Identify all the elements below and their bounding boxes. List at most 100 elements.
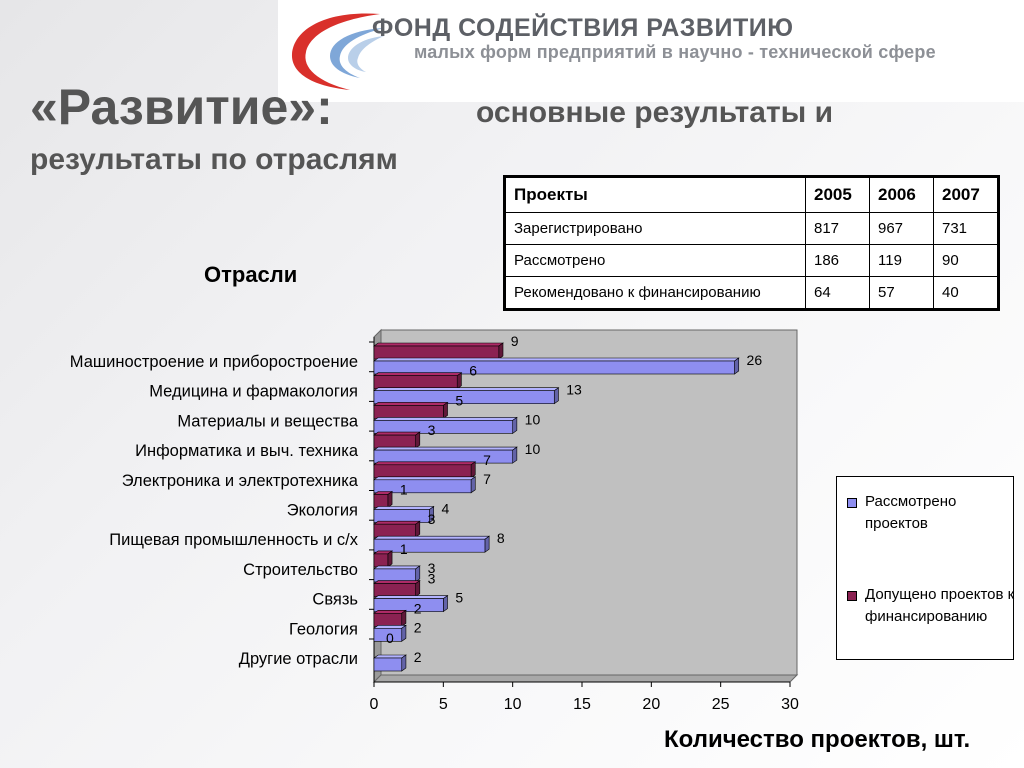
legend-label: Допущено проектов к финансированию [865, 586, 1015, 625]
category-label: Электроника и электротехника [122, 472, 359, 490]
fund-logo-swoosh [291, 13, 384, 90]
bar-top-face [373, 506, 435, 510]
x-tick-label: 25 [712, 696, 730, 713]
bar-top-face [373, 624, 407, 629]
bar-end-face [401, 624, 407, 642]
data-label: 9 [511, 333, 519, 349]
category-label: Пищевая промышленность и с/х [109, 531, 358, 549]
category-label: Другие отрасли [239, 650, 358, 668]
slide-title-rest: основные результаты и [476, 96, 834, 129]
bar-end-face [443, 595, 448, 613]
data-label: 2 [414, 600, 422, 616]
bar-end-face [498, 342, 504, 360]
data-label: 1 [400, 541, 408, 557]
table-cell: 57 [869, 276, 934, 310]
bar-end-face [443, 401, 448, 419]
bar-end-face [470, 476, 476, 494]
x-tick-label: 0 [370, 696, 379, 713]
bar-funded [373, 523, 416, 538]
bar-top-face [373, 431, 421, 436]
bar-top-face [373, 654, 407, 659]
bar-funded [373, 434, 416, 449]
bar-end-face [512, 446, 518, 464]
bar-top-face [373, 372, 463, 377]
bar-top-face [373, 580, 421, 584]
category-label: Строительство [243, 561, 358, 579]
bar-reviewed [373, 420, 513, 434]
data-label: 3 [428, 511, 436, 527]
bar-funded [373, 405, 444, 419]
x-tick-label: 5 [439, 696, 448, 713]
category-label: Геология [289, 620, 358, 638]
chart-legend: Рассмотрено проектов Допущено проектов к… [836, 476, 1014, 660]
data-label: 4 [441, 501, 449, 517]
table-cell: 40 [933, 276, 999, 310]
bar-funded [373, 464, 472, 479]
table-row: Рекомендовано к финансированию 64 57 40 [504, 276, 999, 310]
bar-top-face [373, 535, 491, 540]
table-header-row: Проекты 2005 2006 2007 [504, 176, 999, 213]
bar-funded [373, 345, 500, 360]
bar-end-face [415, 565, 421, 583]
legend-label: Рассмотрено проектов [865, 493, 957, 532]
category-label: Связь [312, 591, 358, 609]
category-label: Информатика и выч. техника [135, 442, 359, 460]
section-label: Отрасли [204, 262, 298, 287]
bar-top-face [373, 357, 740, 362]
legend-swatch-funded [847, 591, 857, 601]
data-label: 3 [428, 560, 436, 576]
data-label: 1 [400, 482, 408, 498]
bar-end-face [553, 387, 559, 405]
data-label: 10 [525, 441, 541, 457]
fund-name-line1: ФОНД СОДЕЙСТВИЯ РАЗВИТИЮ [372, 14, 794, 42]
table-cell: Рекомендовано к финансированию [504, 276, 806, 310]
bar-funded [373, 612, 403, 627]
table-cell: 731 [933, 212, 999, 245]
bar-reviewed [373, 360, 735, 375]
bar-funded [373, 583, 416, 597]
bar-top-face [373, 595, 449, 599]
bar-reviewed [373, 449, 513, 464]
data-label: 8 [497, 530, 505, 546]
bar-top-face [373, 342, 504, 347]
category-label: Экология [287, 502, 358, 520]
data-label: 2 [414, 649, 422, 665]
bar-reviewed [373, 568, 416, 583]
bar-funded [373, 375, 458, 390]
table-cell: 817 [805, 212, 870, 245]
bar-top-face [373, 387, 560, 392]
data-label: 26 [747, 352, 763, 368]
bar-top-face [373, 520, 421, 525]
bar-reviewed [373, 509, 430, 523]
bar-end-face [456, 372, 462, 390]
bar-end-face [512, 416, 518, 434]
table-header-cell: 2006 [869, 176, 934, 213]
data-label: 7 [483, 452, 491, 468]
x-tick-label: 10 [504, 696, 522, 713]
bar-reviewed [373, 479, 472, 494]
category-label: Материалы и вещества [177, 412, 358, 430]
plot-area-floor [372, 674, 799, 683]
data-label: 5 [455, 392, 463, 408]
data-label: 10 [525, 411, 541, 427]
table-cell: 967 [869, 212, 934, 245]
bar-end-face [470, 461, 476, 479]
bar-funded [373, 553, 389, 568]
bar-top-face [373, 476, 477, 481]
data-label: 3 [428, 571, 436, 587]
category-label: Машиностроение и приборостроение [70, 353, 358, 371]
x-tick-label: 20 [642, 696, 660, 713]
x-axis-title: Количество проектов, шт. [664, 726, 971, 753]
bar-reviewed [373, 598, 444, 612]
table-header-cell: Проекты [504, 176, 806, 213]
bar-funded [373, 494, 389, 508]
bar-end-face [387, 550, 393, 568]
bar-end-face [415, 520, 421, 538]
bar-reviewed [373, 538, 486, 553]
category-label: Медицина и фармакология [149, 383, 358, 401]
data-label: 13 [566, 382, 582, 398]
data-label: 6 [469, 363, 477, 379]
bar-end-face [401, 609, 407, 627]
legend-swatch-reviewed [847, 498, 857, 508]
bar-top-face [373, 565, 421, 570]
